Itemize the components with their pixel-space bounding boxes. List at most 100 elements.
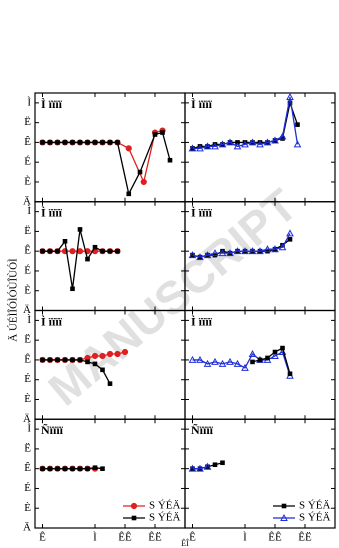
marker: [211, 357, 219, 365]
marker: [126, 191, 132, 197]
marker: [85, 359, 90, 365]
marker: [280, 136, 285, 141]
marker: [70, 357, 75, 363]
y-tick-label: Ë: [24, 116, 31, 128]
marker: [91, 352, 99, 360]
marker: [280, 345, 285, 351]
marker: [137, 169, 143, 175]
marker: [167, 157, 173, 163]
x-tick-label: ÊÊ: [118, 532, 132, 544]
marker: [295, 122, 300, 127]
y-tick-label: É: [24, 156, 31, 168]
marker: [265, 248, 270, 254]
y-tick-label: È: [24, 502, 31, 514]
marker: [62, 238, 68, 244]
marker: [140, 178, 147, 186]
marker: [271, 136, 279, 144]
x-tick-label: ÊÊ: [268, 532, 282, 544]
panel-title: Ì ïïïï: [41, 206, 63, 220]
marker: [92, 140, 98, 145]
marker: [241, 140, 249, 148]
legend-label: S ÝÉÄ: [149, 500, 181, 512]
marker: [248, 138, 257, 146]
legend-marker: [130, 502, 138, 510]
marker: [55, 357, 60, 363]
marker: [76, 248, 84, 255]
marker: [92, 244, 98, 250]
marker: [218, 249, 227, 257]
marker: [196, 253, 204, 261]
marker: [92, 361, 98, 367]
legend-label: S ÝÉÄ: [299, 500, 331, 512]
legend-label: S ÝÉÄ: [299, 512, 331, 524]
marker: [114, 350, 121, 358]
x-tick-label: ÊË: [298, 532, 312, 544]
marker: [55, 466, 60, 471]
y-tick-label: Ä: [23, 195, 31, 207]
y-tick-label: Ë: [24, 225, 31, 237]
marker: [115, 248, 120, 254]
y-tick-label: Ê: [24, 353, 31, 365]
marker: [92, 465, 98, 470]
marker: [212, 252, 218, 258]
marker: [212, 462, 218, 468]
marker: [263, 245, 272, 253]
marker: [47, 140, 53, 145]
y-tick-label: É: [24, 264, 31, 276]
panel-title: Ì ïïïï: [191, 314, 213, 328]
marker: [70, 466, 75, 471]
y-tick-label: È: [24, 176, 31, 188]
marker: [286, 229, 294, 237]
marker: [62, 357, 68, 363]
marker: [211, 249, 219, 257]
panel-title: Ì ïïïï: [41, 314, 63, 328]
marker: [77, 357, 83, 363]
y-tick-label: Ä: [23, 304, 31, 316]
marker: [233, 247, 242, 255]
marker: [121, 348, 129, 356]
marker: [188, 251, 197, 259]
marker: [287, 237, 293, 242]
marker: [40, 466, 45, 471]
y-tick-label: É: [24, 373, 31, 385]
marker: [287, 371, 293, 377]
y-tick-label: Ì: [27, 205, 31, 217]
series-line: [42, 131, 171, 196]
marker: [40, 357, 45, 363]
x-axis-label: ÊÎ: [181, 538, 189, 548]
marker: [106, 350, 114, 358]
marker: [286, 92, 294, 100]
y-tick-label: Ê: [24, 245, 31, 257]
marker: [241, 363, 249, 371]
legend-marker: [281, 503, 287, 509]
marker: [85, 466, 90, 471]
marker: [226, 249, 234, 257]
marker: [205, 464, 210, 470]
plot-frame: [184, 418, 336, 529]
marker: [218, 140, 227, 148]
marker: [40, 140, 45, 145]
marker: [257, 357, 263, 363]
x-tick-label: Ê: [189, 532, 196, 544]
marker: [160, 130, 165, 135]
marker: [248, 247, 257, 255]
x-tick-label: ÊË: [148, 532, 162, 544]
y-tick-label: Ë: [24, 334, 31, 346]
marker: [220, 460, 225, 466]
marker: [272, 349, 278, 355]
marker: [70, 140, 75, 145]
marker: [47, 466, 53, 471]
marker: [196, 355, 204, 363]
marker: [188, 144, 197, 152]
y-tick-label: Ê: [24, 136, 31, 148]
y-tick-label: Ë: [24, 442, 31, 454]
y-tick-label: Ì: [27, 96, 31, 108]
y-axis-label: Ä ÚÉÌÎÓÌÓÙÎÙÓÌ: [8, 258, 20, 342]
y-tick-label: È: [24, 284, 31, 296]
marker: [203, 142, 212, 150]
series-line: [192, 351, 291, 376]
marker: [47, 248, 53, 254]
marker: [233, 359, 242, 367]
marker: [226, 138, 234, 146]
